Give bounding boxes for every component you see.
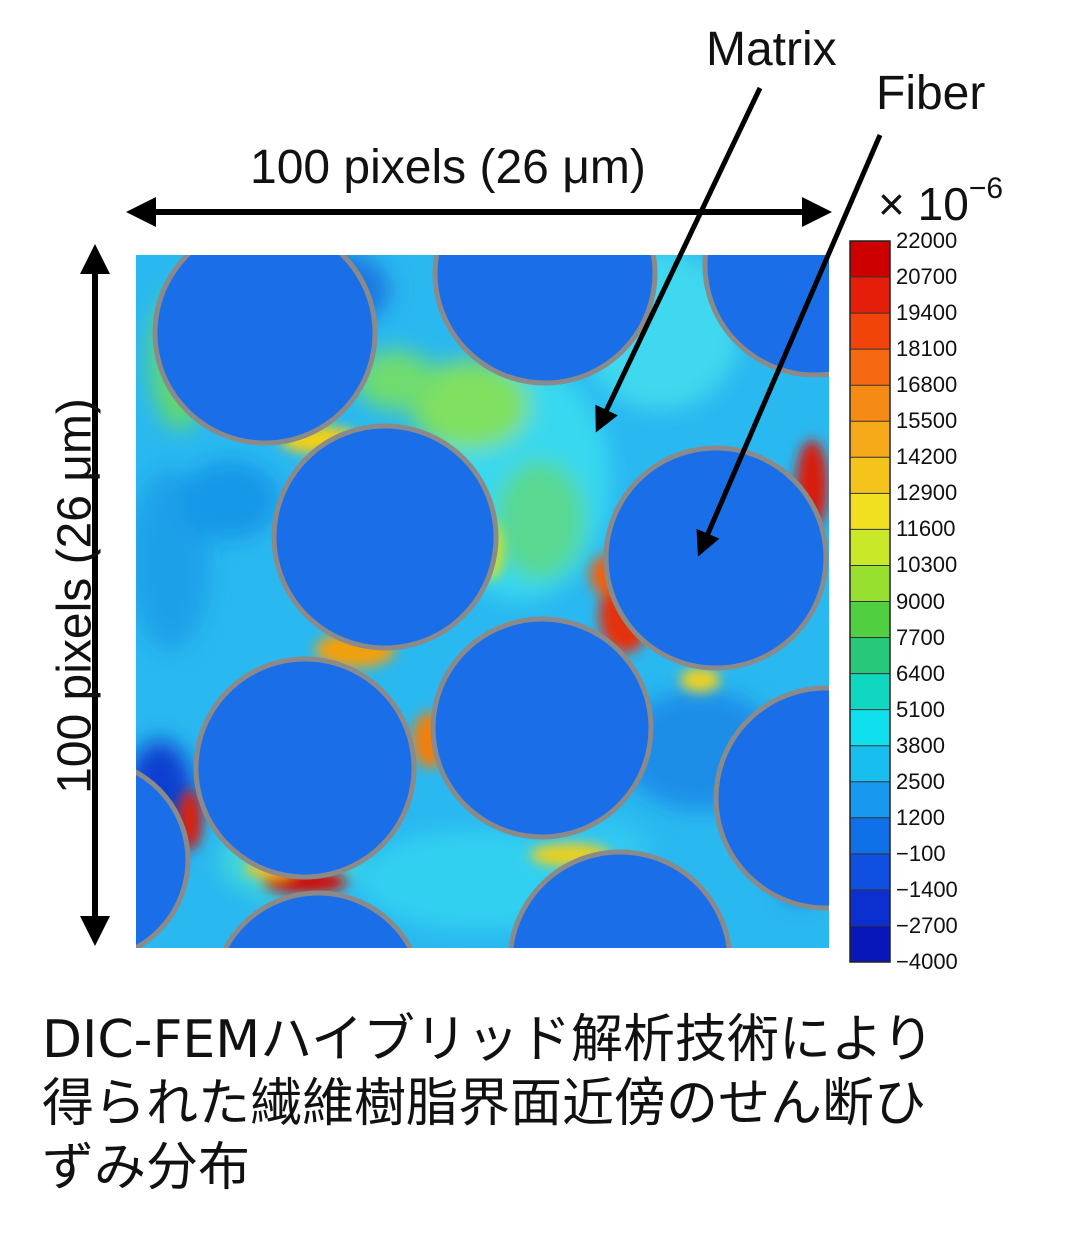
colorbar-tick-label: 7700	[896, 624, 945, 650]
figure-caption: DIC-FEMハイブリッド解析技術により 得られた繊維樹脂界面近傍のせん断ひ ず…	[42, 1008, 1042, 1200]
colorbar-tick-label: 20700	[896, 264, 958, 290]
fiber-label: Fiber	[876, 67, 986, 120]
colorbar-tick-label: 5100	[896, 696, 945, 722]
colorbar-tick-label: 2500	[896, 768, 945, 794]
colorbar-swatch	[850, 529, 890, 566]
colorbar-tick-label: 6400	[896, 660, 945, 686]
caption-line: ずみ分布	[42, 1138, 251, 1198]
colorbar-tick-label: −4000	[896, 949, 958, 974]
colorbar-swatch	[850, 601, 890, 639]
multiplier-exponent: −6	[968, 172, 1004, 205]
colorbar-swatch	[850, 709, 890, 747]
colorbar-swatch	[850, 565, 890, 602]
colorbar-swatch	[850, 817, 890, 855]
colorbar-swatch	[850, 925, 890, 963]
colorbar-swatch	[850, 457, 890, 494]
colorbar-tick-label: 10300	[896, 552, 958, 578]
colorbar-unit-multiplier: × 10−6	[878, 172, 1003, 231]
colorbar-swatch	[850, 349, 890, 386]
multiplier-base: × 10	[878, 178, 969, 230]
colorbar-tick-label: 19400	[896, 300, 958, 326]
caption-line: DIC-FEMハイブリッド解析技術により	[42, 1010, 935, 1070]
colorbar-tick-label: 12900	[896, 480, 958, 506]
colorbar-tick-label: 15500	[896, 408, 958, 434]
colorbar-swatch	[850, 853, 890, 891]
colorbar-swatch	[850, 673, 890, 711]
caption-line: 得られた繊維樹脂界面近傍のせん断ひ	[42, 1074, 927, 1134]
horizontal-dimension-label: 100 pixels (26 μm)	[250, 141, 646, 194]
colorbar-swatch	[850, 241, 890, 278]
colorbar-tick-label: 1200	[896, 804, 945, 830]
colorbar-tick-label: 14200	[896, 444, 958, 470]
colorbar-tick-label: −1400	[896, 876, 958, 902]
colorbar-tick-label: 18100	[896, 336, 958, 362]
colorbar-swatch	[850, 637, 890, 675]
colorbar-tick-label: 16800	[896, 372, 958, 398]
colorbar-tick-label: 22000	[896, 228, 958, 253]
matrix-label: Matrix	[706, 23, 837, 76]
colorbar-tick-label: −2700	[896, 912, 958, 938]
colorbar-swatch	[850, 313, 890, 350]
colorbar-tick-label: 3800	[896, 732, 945, 758]
colorbar-tick-label: 11600	[896, 516, 956, 542]
colorbar-swatch	[850, 889, 890, 927]
colorbar-tick-label: −100	[896, 840, 946, 866]
colorbar-swatch	[850, 277, 890, 314]
fiber-leader-arrow	[696, 134, 883, 557]
matrix-leader-arrow	[595, 86, 763, 433]
colorbar-swatch	[850, 421, 890, 458]
fibers	[136, 255, 829, 948]
colorbar-swatch	[850, 781, 890, 819]
vertical-dimension-label: 100 pixels (26 μm)	[48, 398, 102, 794]
colorbar-swatch	[850, 493, 890, 530]
colorbar-swatch	[850, 385, 890, 422]
colorbar	[849, 240, 891, 963]
colorbar-swatch	[850, 745, 890, 783]
strain-map	[136, 255, 829, 948]
colorbar-tick-label: 9000	[896, 588, 945, 614]
